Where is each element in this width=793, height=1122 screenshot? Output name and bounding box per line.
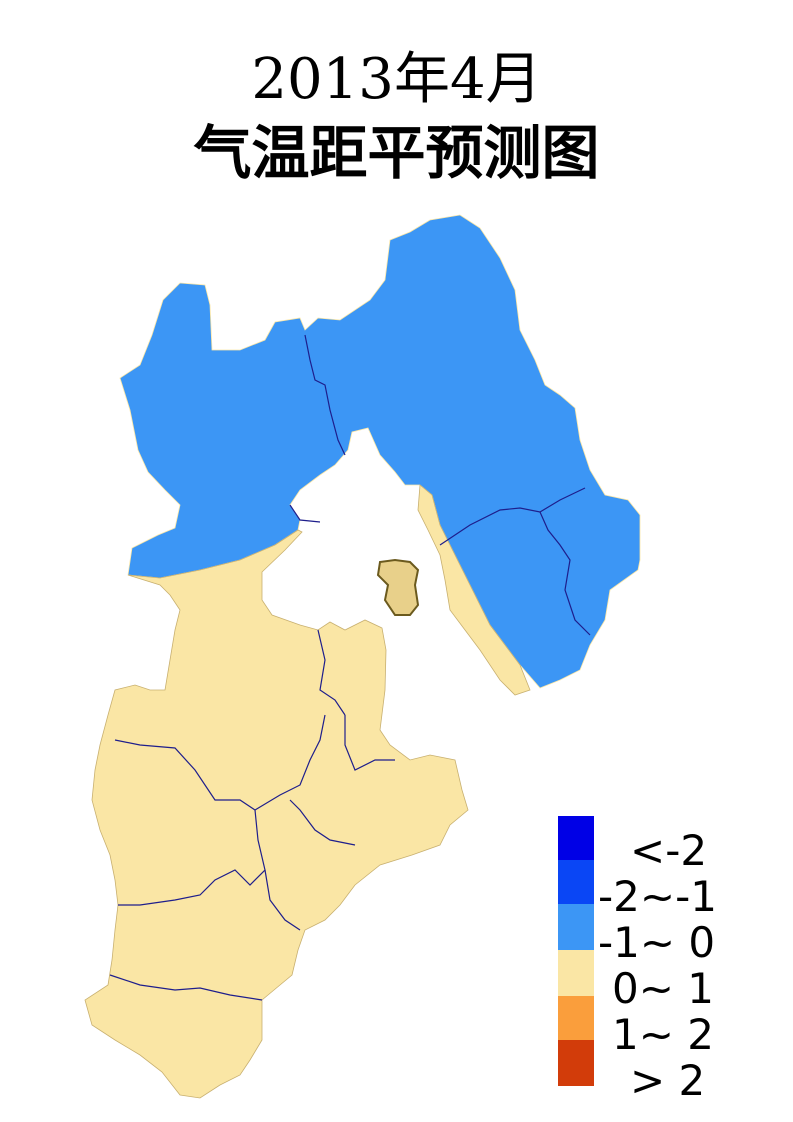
prefecture-boundaries xyxy=(109,334,591,1001)
region-north-cool xyxy=(119,214,641,689)
legend-label-minus2-minus1: -2~-1 xyxy=(598,872,717,921)
legend-swatch-minus2-minus1 xyxy=(558,860,594,904)
legend-label-minus1-0: -1~ 0 xyxy=(598,918,716,967)
region-enclave xyxy=(376,558,420,616)
legend-label-1-2: 1~ 2 xyxy=(612,1010,714,1059)
legend-swatch-0-1 xyxy=(558,950,594,996)
map-title-line2: 气温距平预测图 xyxy=(193,119,600,187)
legend-label-gt-2: > 2 xyxy=(630,1056,706,1105)
region-south-warm xyxy=(84,529,469,1099)
legend-swatch-gt-2 xyxy=(558,1040,594,1086)
legend-swatch-minus1-0 xyxy=(558,904,594,950)
legend-label-0-1: 0~ 1 xyxy=(612,964,714,1013)
legend-swatch-lt-minus2 xyxy=(558,816,594,860)
legend-swatch-1-2 xyxy=(558,996,594,1040)
map-title-line1: 2013年4月 xyxy=(251,47,542,112)
region-coast-warm xyxy=(417,484,531,696)
legend-label-lt-minus2: <-2 xyxy=(630,826,708,875)
